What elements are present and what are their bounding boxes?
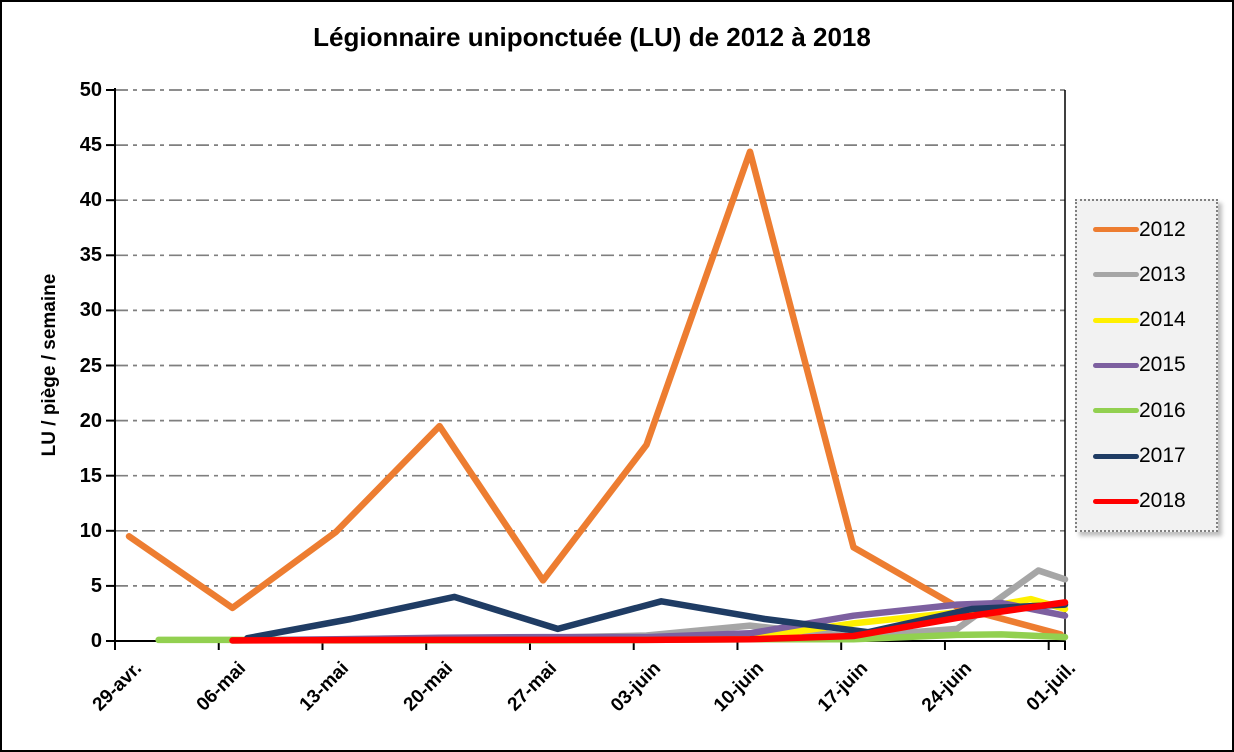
chart-title: Légionnaire uniponctuée (LU) de 2012 à 2…: [313, 22, 871, 52]
legend-swatch-2012: [1093, 227, 1139, 233]
y-tick-label: 40: [79, 189, 102, 212]
y-tick-label: 45: [79, 134, 102, 157]
legend-entry-2012: 2012: [1093, 218, 1216, 242]
legend-label: 2014: [1139, 308, 1186, 332]
legend-entry-2017: 2017: [1093, 444, 1216, 468]
legend-entry-2014: 2014: [1093, 308, 1216, 332]
series-line-2018: [229, 599, 1069, 644]
legend-label: 2013: [1139, 262, 1186, 286]
y-tick-label: 5: [90, 574, 102, 597]
legend-label: 2015: [1139, 353, 1186, 377]
legend-entry-2016: 2016: [1093, 399, 1216, 423]
legend-swatch-2015: [1093, 362, 1139, 368]
legend: 2012 2013 2014 2015 2016 2017 2018: [1075, 199, 1218, 532]
legend-swatch-2013: [1093, 272, 1139, 278]
y-tick-label: 25: [79, 354, 102, 377]
legend-entry-2013: 2013: [1093, 263, 1216, 287]
legend-label: 2018: [1139, 489, 1186, 513]
legend-label: 2012: [1139, 217, 1186, 241]
y-tick-label: 50: [79, 79, 102, 101]
legend-swatch-2018: [1093, 498, 1139, 504]
legend-label: 2016: [1139, 398, 1186, 422]
y-tick-label: 35: [79, 244, 102, 267]
y-tick-label: 10: [79, 519, 102, 542]
legend-swatch-2017: [1093, 453, 1139, 459]
y-tick-label: 30: [79, 299, 102, 322]
legend-entry-2018: 2018: [1093, 489, 1216, 513]
legend-entry-2015: 2015: [1093, 353, 1216, 377]
y-tick-label: 20: [79, 409, 102, 432]
series-line-2012: [125, 148, 1064, 638]
series-line-2017: [244, 593, 1069, 642]
y-tick-label: 0: [90, 630, 102, 652]
legend-swatch-2016: [1093, 408, 1139, 414]
legend-swatch-2014: [1093, 317, 1139, 323]
legend-label: 2017: [1139, 444, 1186, 468]
y-tick-label: 15: [79, 464, 102, 487]
